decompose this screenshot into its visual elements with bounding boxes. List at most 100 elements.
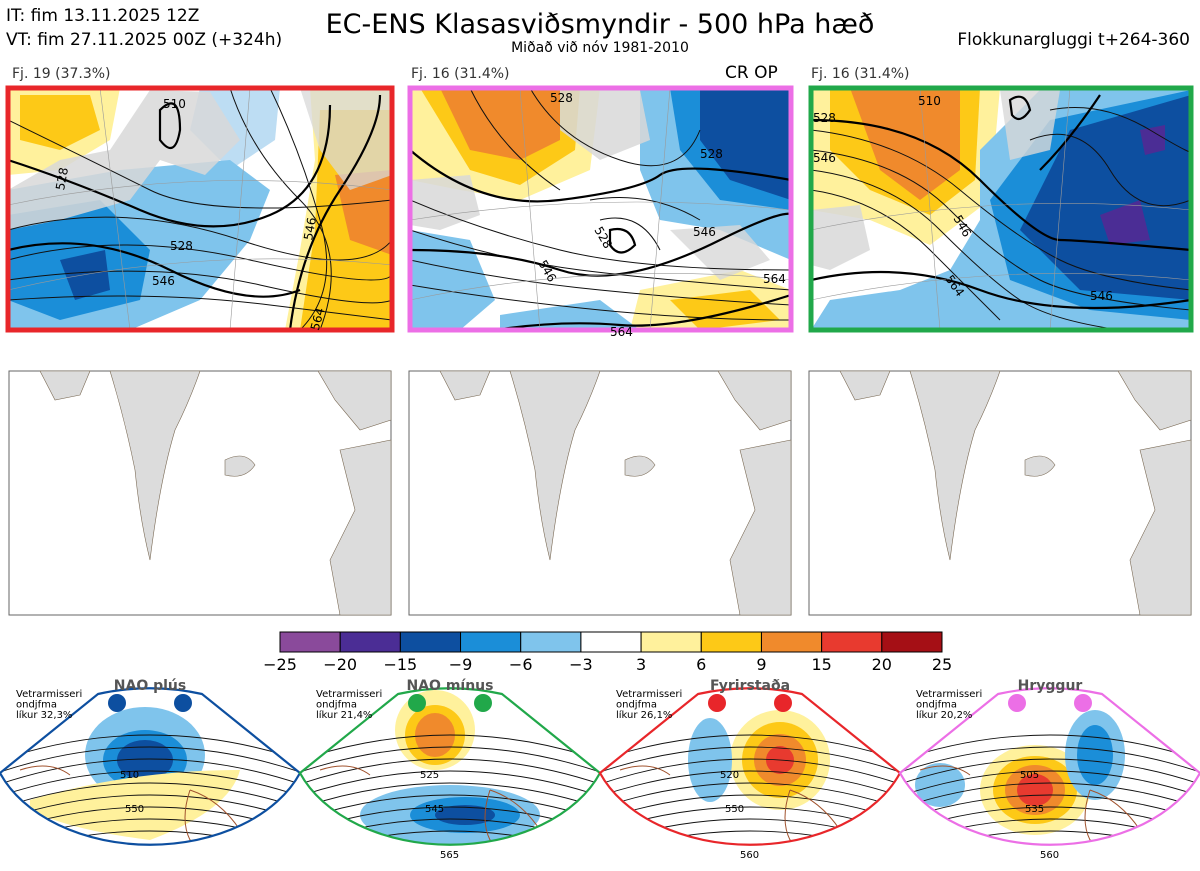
colorbar-swatch	[821, 631, 883, 653]
page-subtitle: Miðað við nóv 1981-2010	[511, 40, 689, 56]
regime-info-line: líkur 26,1%	[616, 709, 672, 721]
regime-contour-label: 505	[1020, 770, 1039, 781]
regime-title: Fyrirstaða	[710, 678, 790, 694]
regime-info-line: líkur 32,3%	[16, 709, 72, 721]
regime-info-line: ondjfma	[316, 700, 357, 711]
contour-label: 546	[301, 216, 319, 241]
control-run-tag: CR OP	[725, 63, 778, 83]
regime-outline	[898, 687, 1200, 846]
colorbar-swatch	[640, 631, 702, 653]
colorbar-tick-label: −9	[449, 655, 473, 674]
contour-label: 564	[610, 325, 633, 339]
contour-label: 528	[53, 166, 71, 191]
regime-info-line: Vetrarmisseri	[316, 689, 382, 700]
regime-info-line: ondjfma	[616, 700, 657, 711]
cluster-map-1: 510 528 528 546 546 564	[5, 85, 395, 333]
colorbar-swatch	[700, 631, 762, 653]
colorbar-tick-label: −3	[569, 655, 593, 674]
colorbar-swatch	[339, 631, 401, 653]
regime-contour-label: 535	[1025, 804, 1044, 815]
empty-map-1	[8, 370, 392, 616]
colorbar-tick-label: 3	[636, 655, 646, 674]
contour-label: 510	[163, 97, 186, 111]
regime-dot	[408, 694, 426, 712]
panel-3-label: Fj. 16 (31.4%)	[811, 66, 910, 82]
regime-contour-label: 520	[720, 770, 739, 781]
regime-info-line: Vetrarmisseri	[916, 689, 982, 700]
page-title: EC-ENS Klasasviðsmyndir - 500 hPa hæð	[325, 9, 875, 40]
init-time: IT: fim 13.11.2025 12Z	[6, 6, 200, 26]
regime-contour-label: 565	[440, 850, 459, 861]
regime-contour-label: 550	[725, 804, 744, 815]
empty-map-2	[408, 370, 792, 616]
regime-info-line: líkur 21,4%	[316, 709, 372, 721]
regime-outline	[0, 687, 302, 846]
contour-label: 546	[1090, 289, 1113, 303]
regime-info-line: líkur 20,2%	[916, 709, 972, 721]
regime-contour-label: 525	[420, 770, 439, 781]
contour-label: 528	[813, 111, 836, 125]
colorbar-tick-label: 9	[756, 655, 766, 674]
panel-3-border	[808, 85, 1194, 333]
regime-dot	[108, 694, 126, 712]
contour-label: 546	[152, 274, 175, 288]
contour-label: 564	[763, 272, 786, 286]
colorbar-tick-label: −6	[509, 655, 533, 674]
classification-window: Flokkunargluggi t+264-360	[957, 30, 1190, 50]
valid-time: VT: fim 27.11.2025 00Z (+324h)	[6, 30, 283, 50]
contour-label: 546	[813, 151, 836, 165]
colorbar-tick-label: −15	[383, 655, 417, 674]
regime-contour-label: 560	[1040, 850, 1059, 861]
regime-dot	[1008, 694, 1026, 712]
colorbar-swatch	[760, 631, 823, 653]
regime-info-line: Vetrarmisseri	[16, 689, 82, 700]
regime-contour-label: 510	[120, 770, 139, 781]
regime-title: Hryggur	[1018, 678, 1083, 694]
contour-label: 528	[170, 239, 193, 253]
colorbar-tick-label: 25	[932, 655, 952, 674]
contour-label: 546	[693, 225, 716, 239]
cluster-map-3: 510 528 546 546 564 546	[808, 85, 1194, 333]
colorbar: −25 −20 −15 −9 −6 −3 3 6 9 15 20 25	[263, 631, 952, 674]
regime-title: NAO mínus	[407, 678, 494, 694]
panel-2-border	[407, 85, 794, 333]
colorbar-swatch	[520, 631, 582, 653]
colorbar-tick-label: 20	[872, 655, 892, 674]
colorbar-swatch	[881, 631, 943, 653]
regime-info-line: ondjfma	[916, 700, 957, 711]
regime-outline	[598, 687, 902, 846]
regime-dot	[174, 694, 192, 712]
colorbar-swatch	[580, 631, 642, 653]
contour-label: 510	[918, 94, 941, 108]
regime-title: NAO plús	[114, 678, 186, 694]
regime-info-line: ondjfma	[16, 700, 57, 711]
regime-dot	[474, 694, 492, 712]
panel-2-label: Fj. 16 (31.4%)	[411, 66, 510, 82]
regime-info-line: Vetrarmisseri	[616, 689, 682, 700]
colorbar-swatch	[460, 631, 522, 653]
regime-dot	[1074, 694, 1092, 712]
contour-label: 564	[308, 306, 327, 332]
contour-label: 528	[550, 91, 573, 105]
colorbar-swatch	[399, 631, 462, 653]
regime-dot	[708, 694, 726, 712]
regime-contour-label: 560	[740, 850, 759, 861]
cluster-map-2: 528 528 528 546 546 564 564	[407, 85, 794, 339]
regime-dot	[774, 694, 792, 712]
panel-1-label: Fj. 19 (37.3%)	[12, 66, 111, 82]
panel-1-border	[5, 85, 395, 333]
regime-outline	[298, 687, 602, 846]
contour-label: 528	[700, 147, 723, 161]
regime-contour-label: 550	[125, 804, 144, 815]
colorbar-tick-label: −20	[323, 655, 357, 674]
colorbar-tick-label: 6	[696, 655, 706, 674]
empty-map-3	[808, 370, 1192, 616]
regime-contour-label: 545	[425, 804, 444, 815]
colorbar-tick-label: −25	[263, 655, 297, 674]
colorbar-tick-label: 15	[811, 655, 831, 674]
